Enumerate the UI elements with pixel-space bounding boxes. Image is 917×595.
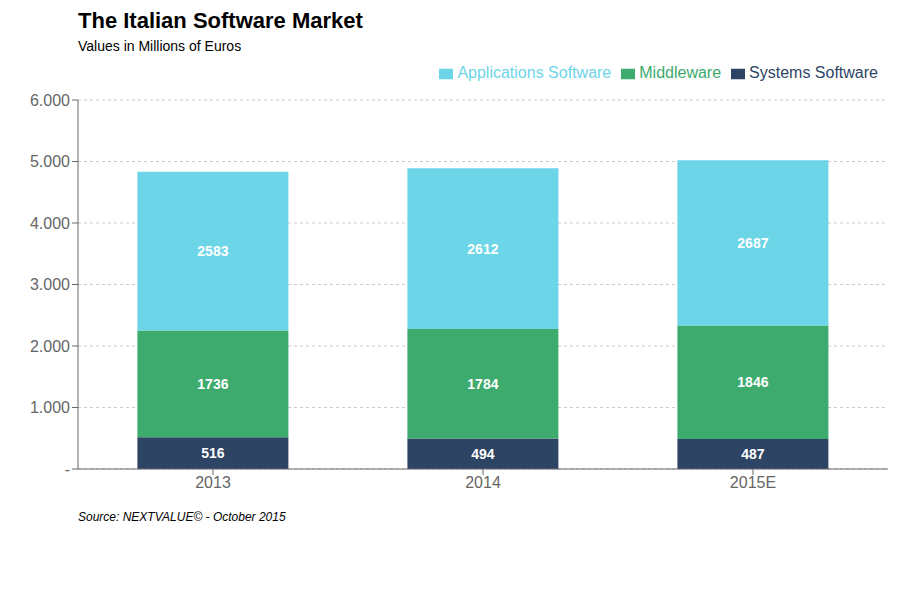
svg-text:2013: 2013 (195, 474, 231, 491)
html-text:Applications Software: Applications Software (457, 64, 612, 81)
svg-text:516: 516 (201, 445, 225, 461)
html-text:Source: NEXTVALUE© - October 2: Source: NEXTVALUE© - October 2015 (78, 510, 286, 524)
svg-text:1.000: 1.000 (30, 399, 70, 416)
svg-text:2.000: 2.000 (30, 338, 70, 355)
html-text:The Italian Software Market: The Italian Software Market (78, 8, 363, 33)
html-text:Values in Millions of Euros: Values in Millions of Euros (78, 38, 242, 54)
svg-text:2014: 2014 (465, 474, 501, 491)
svg-text:3.000: 3.000 (30, 276, 70, 293)
svg-text:1846: 1846 (737, 374, 768, 390)
svg-text:2612: 2612 (467, 241, 498, 257)
svg-text:494: 494 (471, 446, 495, 462)
svg-text:2015E: 2015E (730, 474, 776, 491)
svg-text:-: - (65, 461, 70, 478)
svg-text:5.000: 5.000 (30, 153, 70, 170)
svg-text:487: 487 (741, 446, 765, 462)
svg-text:2687: 2687 (737, 235, 768, 251)
svg-text:1736: 1736 (197, 376, 228, 392)
svg-text:2583: 2583 (197, 243, 228, 259)
svg-text:1784: 1784 (467, 376, 498, 392)
html-text:Middleware: Middleware (639, 64, 722, 81)
svg-text:4.000: 4.000 (30, 215, 70, 232)
svg-text:6.000: 6.000 (30, 92, 70, 109)
html-text:Systems Software: Systems Software (749, 64, 878, 81)
